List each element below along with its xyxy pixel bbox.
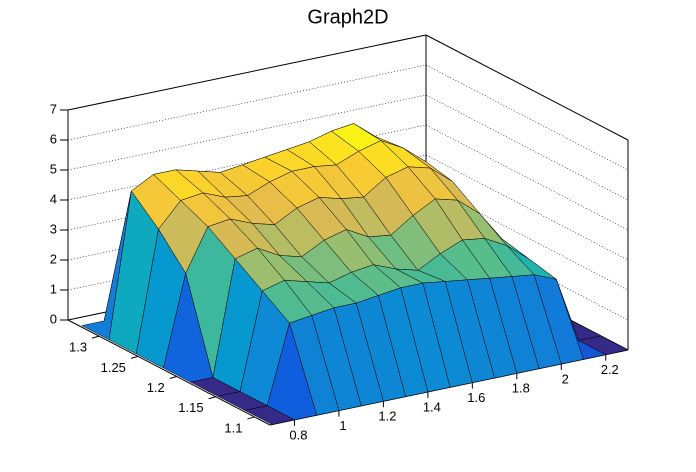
z-tick-label: 6 (50, 131, 57, 146)
y-tick-label: 1.25 (101, 360, 126, 375)
y-tick (247, 416, 255, 420)
y-tick-label: 1.3 (69, 340, 87, 355)
y-tick (208, 396, 216, 400)
z-tick-label: 0 (50, 311, 57, 326)
x-tick-label: 1.6 (467, 390, 485, 405)
z-tick-label: 1 (50, 281, 57, 296)
z-tick-label: 4 (50, 191, 57, 206)
y-tick-label: 1.1 (224, 420, 242, 435)
z-tick-label: 3 (50, 221, 57, 236)
x-tick-label: 1.2 (378, 409, 396, 424)
surface-cell (244, 405, 296, 425)
x-tick-label: 2 (562, 371, 569, 386)
z-tick-label: 7 (50, 101, 57, 116)
y-tick (130, 355, 139, 359)
y-tick-label: 1.2 (147, 380, 165, 395)
y-tick-label: 1.15 (178, 400, 203, 415)
z-tick-label: 2 (50, 251, 57, 266)
x-tick-label: 1.4 (423, 399, 441, 414)
chart-title: Graph2D (307, 6, 388, 28)
x-tick-label: 0.8 (289, 427, 307, 442)
y-tick (91, 335, 100, 339)
z-tick-label: 5 (50, 161, 57, 176)
floor-edge (67, 319, 271, 426)
y-tick (169, 376, 177, 380)
x-tick-label: 1.8 (512, 381, 530, 396)
x-tick-label: 1 (339, 418, 346, 433)
x-tick-label: 2.2 (601, 362, 619, 377)
